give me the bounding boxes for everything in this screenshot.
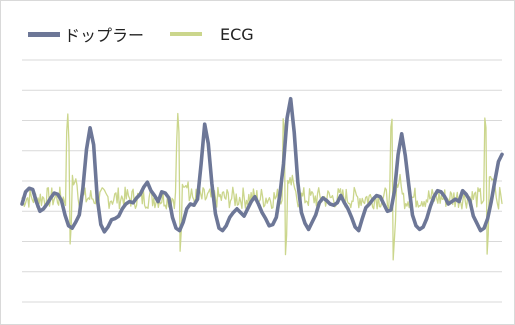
series-line-ecg xyxy=(21,112,503,261)
legend-item-doppler[interactable]: ドップラー xyxy=(28,22,144,46)
legend-swatch-ecg xyxy=(170,32,203,36)
legend: ドップラー ECG xyxy=(28,22,280,46)
legend-swatch-doppler xyxy=(28,31,60,37)
series-layer xyxy=(20,96,504,261)
gridlines xyxy=(22,59,502,303)
legend-label-ecg: ECG xyxy=(220,24,254,44)
legend-label-doppler: ドップラー xyxy=(64,26,145,45)
legend-item-ecg[interactable]: ECG xyxy=(170,25,254,44)
series-line-doppler xyxy=(20,96,504,234)
